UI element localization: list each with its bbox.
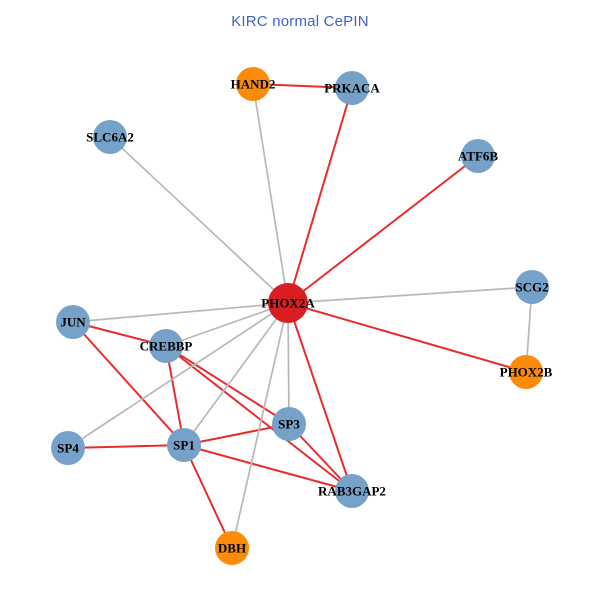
node-circle-slc6a2 <box>93 120 127 154</box>
edge-sp4-phox2a <box>67 302 289 449</box>
edge-rab3gap2-phox2a <box>287 302 353 492</box>
edge-slc6a2-phox2a <box>109 136 289 304</box>
node-label-sp1: SP1 <box>173 438 195 453</box>
node-circle-hand2 <box>236 67 270 101</box>
edge-phox2b-phox2a <box>287 302 527 373</box>
node-label-rab3gap2: RAB3GAP2 <box>318 484 386 499</box>
node-label-slc6a2: SLC6A2 <box>86 130 134 145</box>
node-label-crebbp: CREBBP <box>140 339 193 354</box>
node-phox2b <box>509 355 543 389</box>
edge-jun-phox2a <box>72 302 289 323</box>
node-hand2 <box>236 67 270 101</box>
node-circle-dbh <box>215 531 249 565</box>
node-label-phox2a: PHOX2A <box>261 296 315 311</box>
node-label-sp3: SP3 <box>278 417 300 432</box>
edge-hand2-phox2a <box>252 83 289 304</box>
node-circle-sp1 <box>167 428 201 462</box>
node-label-prkaca: PRKACA <box>324 81 380 96</box>
node-prkaca <box>335 71 369 105</box>
edge-sp1-rab3gap2 <box>183 444 353 492</box>
node-label-atf6b: ATF6B <box>458 149 499 164</box>
node-circle-phox2b <box>509 355 543 389</box>
edge-sp4-sp1 <box>67 444 185 449</box>
node-sp1 <box>167 428 201 462</box>
node-phox2a <box>268 283 308 323</box>
node-slc6a2 <box>93 120 127 154</box>
node-jun <box>56 305 90 339</box>
edge-jun-sp1 <box>72 321 185 446</box>
node-atf6b <box>461 139 495 173</box>
node-circle-sp4 <box>51 431 85 465</box>
edge-sp3-phox2a <box>287 302 290 425</box>
edge-sp1-phox2a <box>183 302 289 446</box>
edge-sp1-dbh <box>183 444 233 549</box>
node-crebbp <box>149 329 183 363</box>
node-circle-atf6b <box>461 139 495 173</box>
edge-crebbp-rab3gap2 <box>165 345 353 492</box>
edge-sp1-sp3 <box>183 423 290 446</box>
edge-dbh-phox2a <box>231 302 289 549</box>
edge-crebbp-phox2a <box>165 302 289 347</box>
node-circle-jun <box>56 305 90 339</box>
node-dbh <box>215 531 249 565</box>
node-rab3gap2 <box>335 474 369 508</box>
node-label-jun: JUN <box>60 315 86 330</box>
node-circle-crebbp <box>149 329 183 363</box>
node-circle-scg2 <box>515 270 549 304</box>
node-circle-rab3gap2 <box>335 474 369 508</box>
node-circle-prkaca <box>335 71 369 105</box>
node-circle-phox2a <box>268 283 308 323</box>
node-label-sp4: SP4 <box>57 441 79 456</box>
edge-prkaca-phox2a <box>287 87 353 304</box>
node-sp4 <box>51 431 85 465</box>
node-label-dbh: DBH <box>218 541 246 556</box>
node-scg2 <box>515 270 549 304</box>
node-label-phox2b: PHOX2B <box>500 365 553 380</box>
node-circle-sp3 <box>272 407 306 441</box>
plot-title: KIRC normal CePIN <box>231 13 369 30</box>
node-sp3 <box>272 407 306 441</box>
edge-scg2-phox2a <box>287 286 533 304</box>
node-label-hand2: HAND2 <box>231 77 276 92</box>
edge-atf6b-phox2a <box>287 155 479 304</box>
node-label-scg2: SCG2 <box>515 280 548 295</box>
